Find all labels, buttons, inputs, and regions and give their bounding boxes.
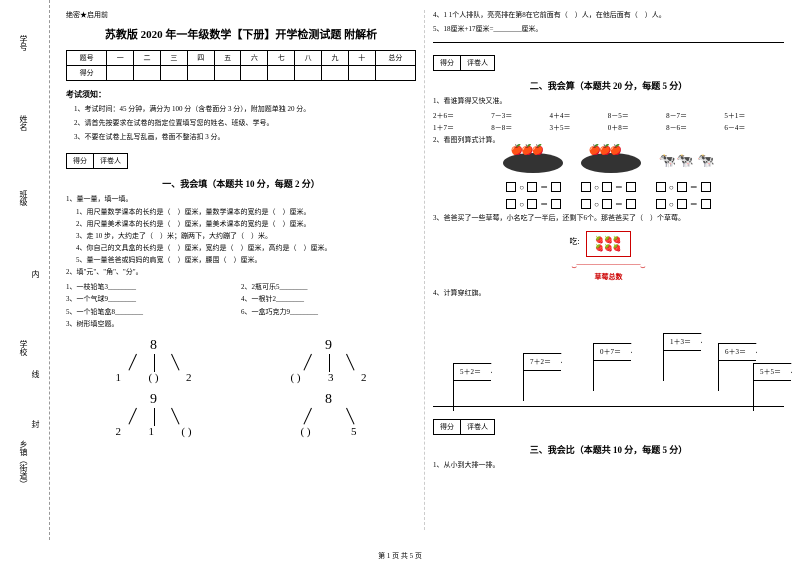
margin-cut: 线	[30, 370, 41, 378]
flag-label: 1＋3＝	[664, 333, 702, 351]
margin-label: 班级	[18, 190, 29, 206]
equation-boxes: ○＝ ○＝ ○＝	[433, 179, 784, 196]
flag: 5＋5＝	[753, 363, 792, 411]
secret-label: 绝密★启用前	[66, 10, 416, 20]
flag-label: 0＋7＝	[594, 343, 632, 361]
row-label: 得分	[67, 66, 107, 81]
notice-item: 3、不要在试卷上乱写乱画，卷面不整洁扣 3 分。	[66, 132, 416, 143]
exam-title: 苏教版 2020 年一年级数学【下册】开学检测试题 附解析	[66, 26, 416, 42]
table-row: 题号 一二三四五六七八九十总分	[67, 51, 416, 66]
left-column: 绝密★启用前 苏教版 2020 年一年级数学【下册】开学检测试题 附解析 题号 …	[58, 10, 425, 530]
question: 2、填"元"、"角"、"分"。	[66, 267, 416, 279]
question: 1、量一量，填一填。	[66, 194, 416, 206]
calc-grid: 2＋6＝7－3＝4＋4＝8－5＝8－7＝5＋1＝ 1＋7＝8－8＝3＋5＝0＋8…	[433, 110, 784, 135]
binding-margin: 学号 姓名 班级 内 学校 线 封 乡镇（街道）	[0, 0, 50, 540]
strawberry-diagram: 🍓🍓🍓🍓🍓🍓 ⏟————————⏟ 草莓总数	[433, 231, 784, 283]
flag: 0＋7＝	[593, 343, 632, 391]
flags-diagram: 5＋2＝7＋2＝0＋7＝1＋3＝6＋3＝5＋5＝	[433, 308, 784, 398]
equation-boxes: ○＝ ○＝ ○＝	[433, 196, 784, 213]
tree: 8 1( )2	[114, 338, 194, 384]
flag: 5＋2＝	[453, 363, 492, 411]
flag-label: 7＋2＝	[524, 353, 562, 371]
notice-title: 考试须知：	[66, 89, 416, 100]
sub-question: 4、你自己的文具盒的长约是（ ）厘米，宽约是（ ）厘米，高约是（ ）厘米。	[66, 243, 416, 255]
marker-label: 评卷人	[94, 154, 127, 168]
flag: 1＋3＝	[663, 333, 702, 381]
flag: 7＋2＝	[523, 353, 562, 401]
question: 5、18厘米+17厘米=________厘米。	[433, 24, 784, 36]
margin-label: 姓名	[18, 115, 29, 131]
question: 3、树形填空题。	[66, 319, 416, 331]
content: 绝密★启用前 苏教版 2020 年一年级数学【下册】开学检测试题 附解析 题号 …	[50, 0, 800, 540]
margin-cut: 内	[30, 270, 41, 278]
strawberry-label: 草莓总数	[433, 272, 784, 282]
section-title: 二、我会算（本题共 20 分，每题 5 分）	[433, 79, 784, 92]
margin-label: 学校	[18, 340, 29, 356]
tree-diagrams: 8 1( )2 9 ( )32	[66, 338, 416, 384]
question: 1、从小到大排一排。	[433, 460, 784, 472]
section-score-box: 得分 评卷人	[66, 153, 128, 169]
notice-item: 2、请首先按要求在试卷的指定位置填写您的姓名、班级、学号。	[66, 118, 416, 129]
flag-label: 5＋5＝	[754, 363, 792, 381]
section-score-box: 得分 评卷人	[433, 419, 495, 435]
flag-label: 6＋3＝	[719, 343, 757, 361]
sub-question: 5、量一量爸爸或妈妈的肩宽（ ）厘米，腰围（ ）厘米。	[66, 255, 416, 267]
strawberry-box: 🍓🍓🍓🍓🍓🍓	[586, 231, 630, 258]
sub-question: 2、用尺量美术课本的长约是（ ）厘米，量美术课本的宽约是（ ）厘米。	[66, 219, 416, 231]
fill-items: 1、一枝铅笔3________ 2、2瓶可乐5________ 3、一个气球9_…	[66, 281, 416, 319]
tree: 9 21( )	[114, 392, 194, 438]
tree-diagrams: 9 21( ) 8 ( )5	[66, 392, 416, 438]
section-title: 一、我会填（本题共 10 分，每题 2 分）	[66, 177, 416, 190]
sub-question: 3、走 10 步，大约走了（ ）米；蹦两下，大约蹦了（ ）米。	[66, 231, 416, 243]
question: 4、1 1个人排队，亮亮排在第8在它前面有（ ）人，在他后面有（ ）人。	[433, 10, 784, 22]
margin-cut: 封	[30, 420, 41, 428]
sub-question: 1、用尺量数学课本的长约是（ ）厘米，量数学课本的宽约是（ ）厘米。	[66, 207, 416, 219]
score-label: 得分	[67, 154, 94, 168]
question: 4、计算穿红旗。	[433, 288, 784, 300]
tree: 8 ( )5	[289, 392, 369, 438]
flag-label: 5＋2＝	[454, 363, 492, 381]
notice-item: 1、考试时间：45 分钟，满分为 100 分（含卷面分 3 分），附加题单独 2…	[66, 104, 416, 115]
right-column: 4、1 1个人排队，亮亮排在第8在它前面有（ ）人，在他后面有（ ）人。 5、1…	[425, 10, 792, 530]
flag: 6＋3＝	[718, 343, 757, 391]
apple-diagram: 🐄🐄 🐄	[433, 153, 784, 173]
margin-label: 乡镇（街道）	[18, 440, 29, 488]
table-row: 得分	[67, 66, 416, 81]
section-score-box: 得分 评卷人	[433, 55, 495, 71]
question: 3、爸爸买了一些草莓，小名吃了一半后，还剩下6个。那爸爸买了（ ）个草莓。	[433, 213, 784, 225]
question: 1、看谁算得又快又准。	[433, 96, 784, 108]
row-label: 题号	[67, 51, 107, 66]
margin-label: 学号	[18, 35, 29, 51]
tree: 9 ( )32	[289, 338, 369, 384]
score-table: 题号 一二三四五六七八九十总分 得分	[66, 50, 416, 81]
page-footer: 第 1 页 共 5 页	[0, 551, 800, 561]
section-title: 三、我会比（本题共 10 分，每题 5 分）	[433, 443, 784, 456]
